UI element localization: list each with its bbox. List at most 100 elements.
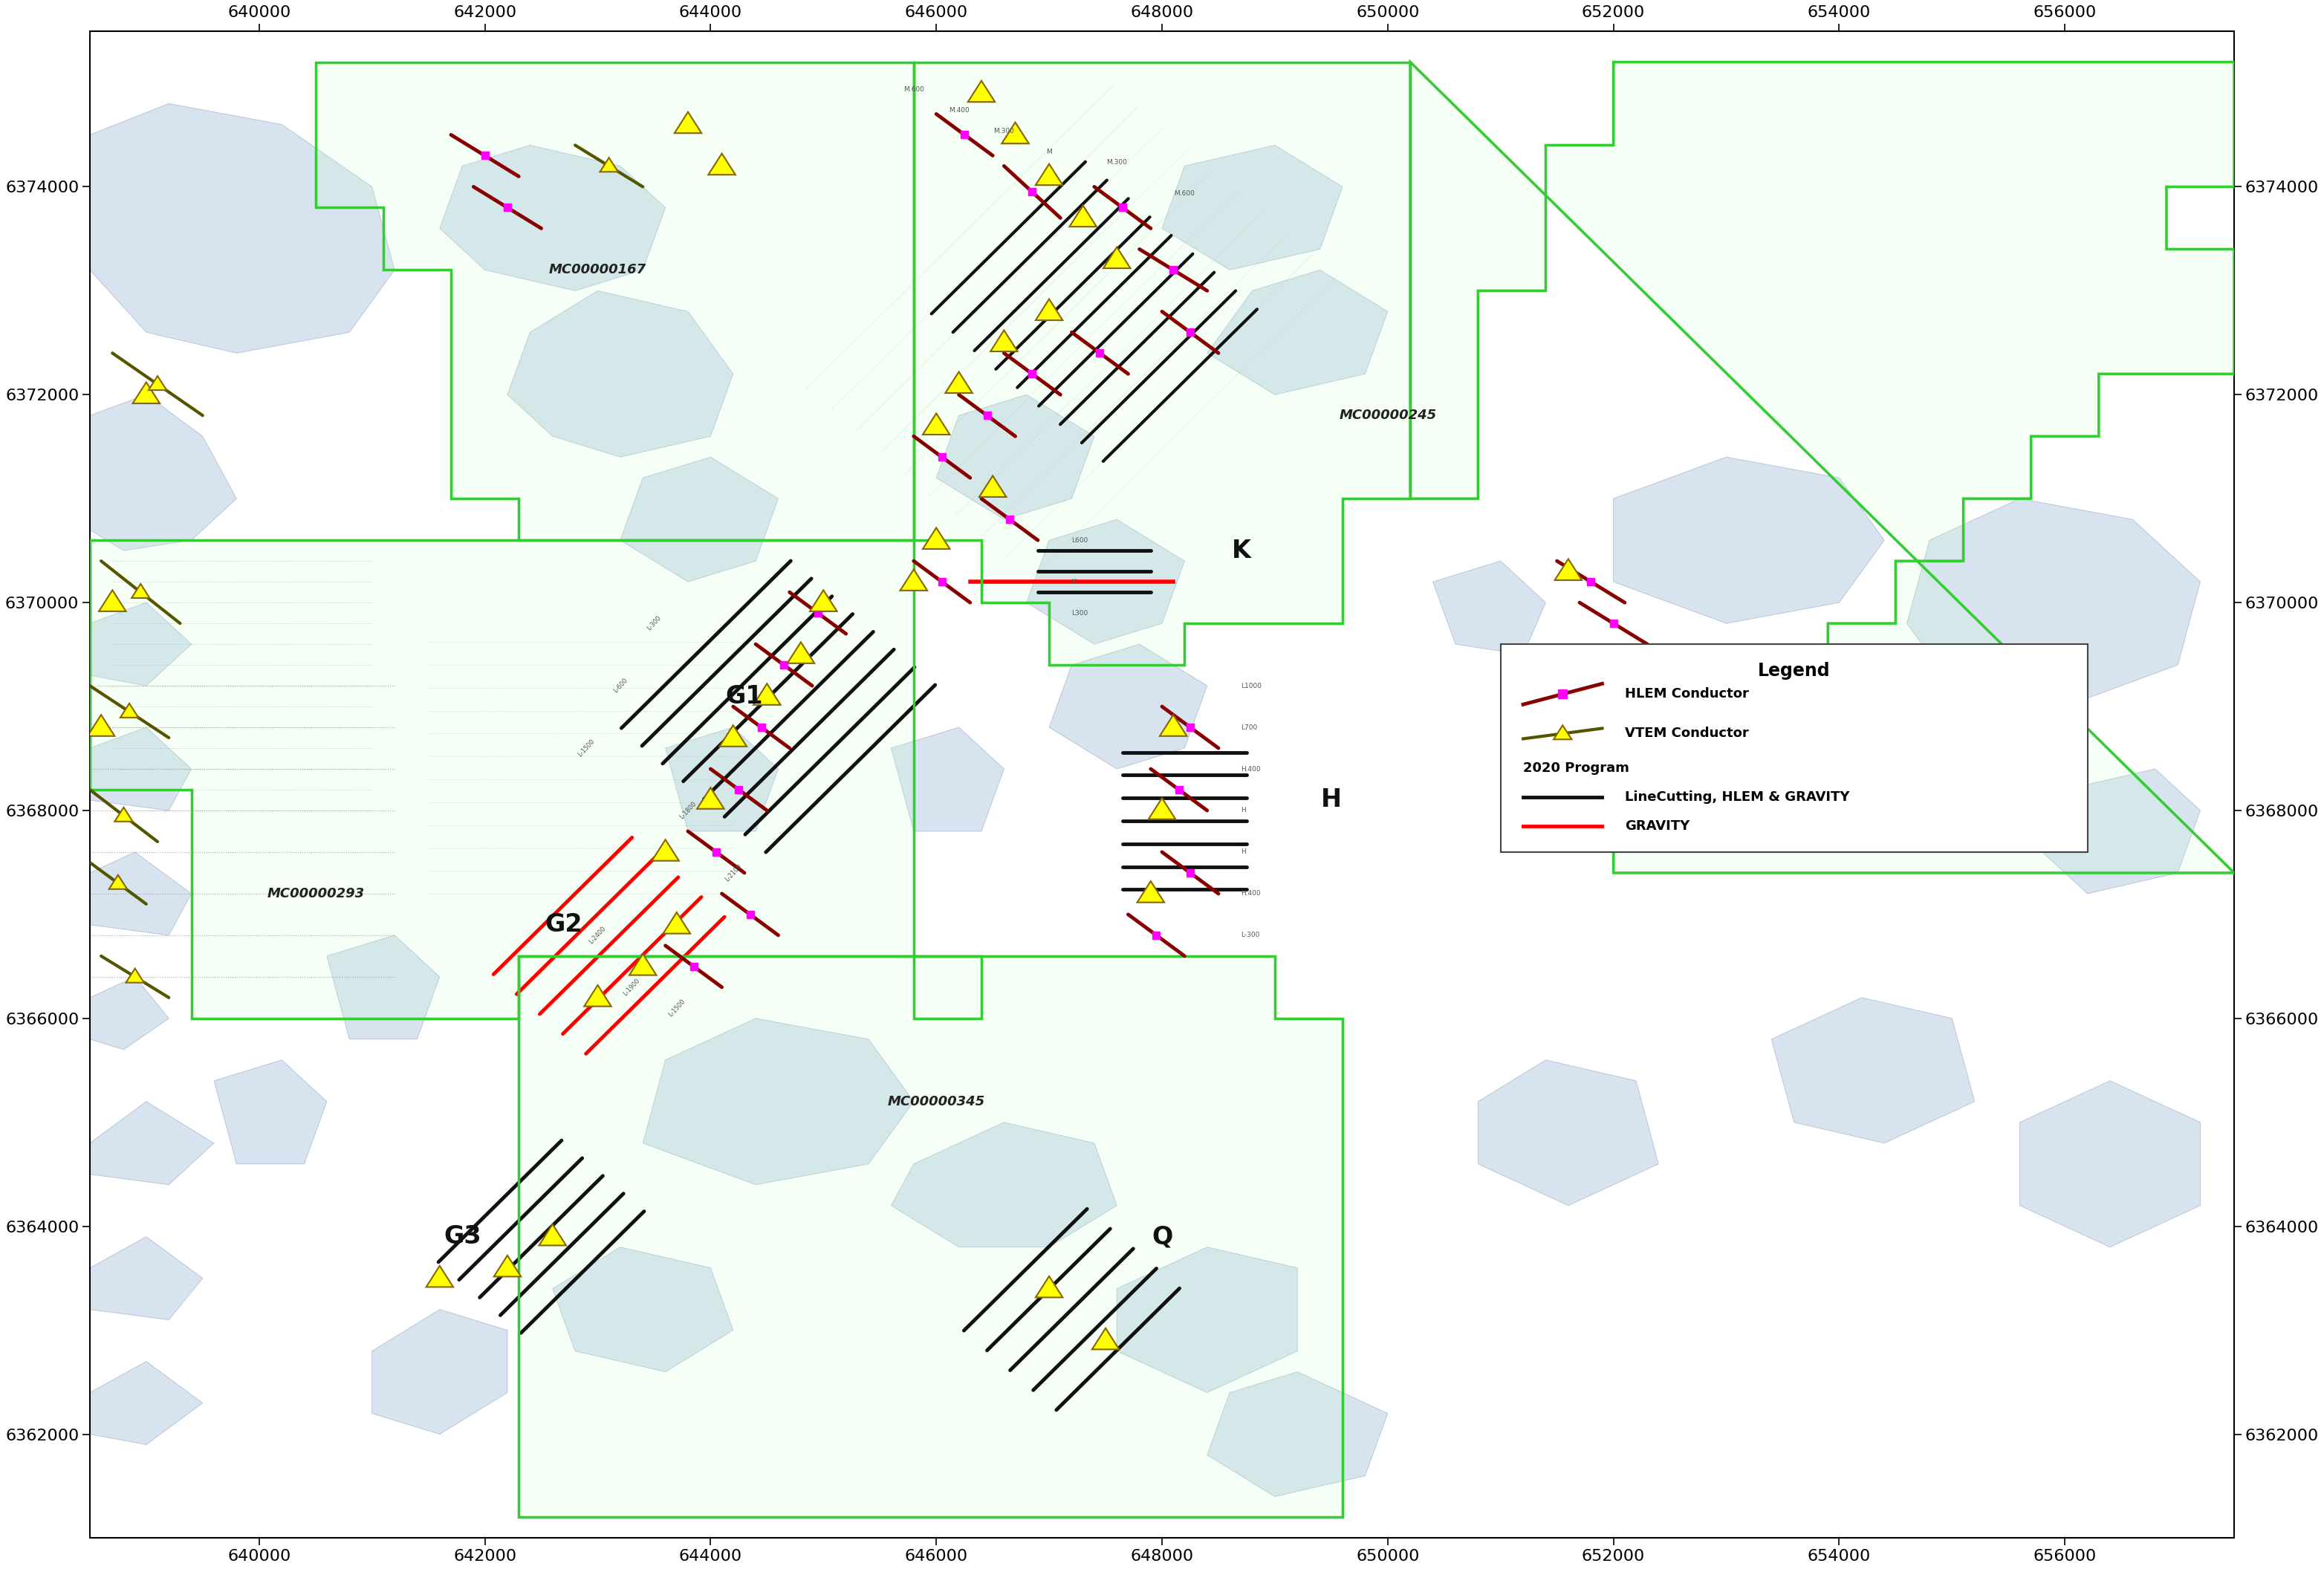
Polygon shape [1478,1061,1659,1205]
Text: K: K [1071,579,1076,585]
Polygon shape [788,642,813,664]
Polygon shape [674,111,702,133]
Polygon shape [1206,270,1387,395]
Polygon shape [91,104,395,353]
Polygon shape [1037,163,1062,185]
Polygon shape [553,1247,732,1371]
Text: M.400: M.400 [948,107,969,115]
Polygon shape [88,715,114,736]
Polygon shape [890,1122,1118,1247]
Polygon shape [1037,300,1062,320]
Text: H: H [1241,806,1246,814]
Polygon shape [600,157,618,173]
Polygon shape [91,977,170,1050]
Text: MC00000166: MC00000166 [1848,742,1945,755]
Polygon shape [91,852,191,935]
Polygon shape [114,808,132,822]
Polygon shape [425,1266,453,1287]
Polygon shape [651,839,679,861]
Polygon shape [1908,499,2201,706]
Polygon shape [1522,665,1636,769]
Polygon shape [809,590,837,612]
Text: G2: G2 [546,913,583,937]
Polygon shape [109,876,128,890]
Text: L700: L700 [1241,723,1257,731]
Polygon shape [132,584,149,598]
Polygon shape [621,457,779,582]
Text: 2020 Program: 2020 Program [1522,761,1629,775]
Text: HLEM Conductor: HLEM Conductor [1624,687,1748,701]
Text: Legend: Legend [1757,662,1831,679]
Polygon shape [644,1018,913,1185]
Polygon shape [1118,1247,1297,1393]
Polygon shape [1002,122,1030,143]
Polygon shape [91,728,191,811]
Text: G3: G3 [444,1224,481,1249]
Polygon shape [1027,519,1185,645]
Polygon shape [967,80,995,102]
Polygon shape [1104,246,1129,268]
Polygon shape [1555,725,1571,739]
Polygon shape [1160,715,1188,736]
Polygon shape [630,954,655,976]
Polygon shape [1434,562,1545,654]
Polygon shape [439,146,665,290]
Polygon shape [890,728,1004,832]
Polygon shape [316,63,913,540]
Polygon shape [978,475,1006,497]
Text: MC00000245: MC00000245 [1339,410,1436,422]
Text: L-600: L-600 [611,678,627,695]
Text: L1000: L1000 [1241,683,1262,689]
Text: H: H [1320,788,1341,813]
Text: MC00000345: MC00000345 [888,1095,985,1108]
Text: H: H [1241,849,1246,855]
Polygon shape [753,684,781,704]
Polygon shape [1411,63,2233,872]
Polygon shape [662,912,690,934]
Polygon shape [1048,645,1206,769]
Polygon shape [923,413,951,435]
Text: H.400: H.400 [1241,890,1262,897]
Text: M.600: M.600 [904,86,925,93]
Text: L600: L600 [1071,537,1088,543]
Polygon shape [328,935,439,1039]
Polygon shape [149,377,167,391]
Polygon shape [1037,1276,1062,1298]
Text: M.600: M.600 [1174,190,1195,198]
Polygon shape [1092,1329,1120,1349]
Polygon shape [91,395,237,551]
Polygon shape [583,985,611,1006]
Polygon shape [539,1224,567,1246]
Text: MC00000167: MC00000167 [548,264,646,276]
Polygon shape [1069,206,1097,226]
Polygon shape [91,602,191,686]
Polygon shape [1136,882,1164,902]
Text: L-2400: L-2400 [588,926,607,945]
Text: M.300: M.300 [1106,160,1127,166]
Polygon shape [937,395,1095,519]
Text: Q: Q [1150,1224,1174,1249]
Polygon shape [507,290,732,457]
Polygon shape [121,703,139,717]
Polygon shape [1148,799,1176,819]
Polygon shape [132,383,160,403]
Polygon shape [91,1236,202,1320]
Polygon shape [946,372,971,392]
Text: L300: L300 [1071,610,1088,617]
Polygon shape [1555,559,1583,581]
Polygon shape [697,788,725,810]
Polygon shape [709,154,734,174]
Text: H.400: H.400 [1241,766,1262,772]
Text: L-300: L-300 [646,615,662,632]
Polygon shape [665,728,779,832]
Text: M: M [1046,149,1053,155]
Polygon shape [125,968,144,982]
Text: M.300: M.300 [995,129,1013,135]
Text: L-1900: L-1900 [623,977,641,998]
Bar [1501,645,2087,852]
Text: G1: G1 [725,684,762,708]
Text: GRAVITY: GRAVITY [1624,819,1690,833]
Polygon shape [913,63,1411,665]
Polygon shape [990,329,1018,351]
Polygon shape [2020,1081,2201,1247]
